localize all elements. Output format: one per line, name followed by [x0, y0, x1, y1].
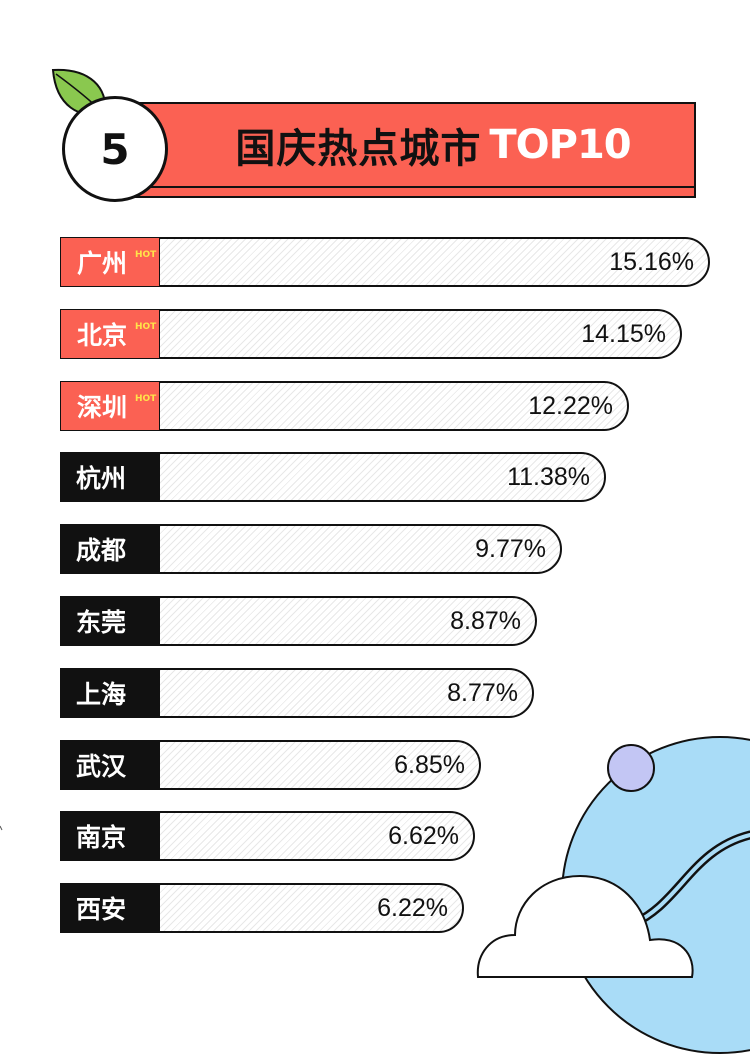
city-label: 南京	[60, 811, 160, 862]
city-percentage: 15.16%	[609, 248, 694, 276]
city-label: 武汉	[60, 739, 160, 790]
page-title: 国庆热点城市 TOP10	[232, 104, 634, 186]
city-percentage: 8.87%	[450, 607, 521, 635]
city-label: 杭州	[60, 452, 160, 503]
city-percentage: 14.15%	[581, 319, 666, 348]
city-percentage: 6.62%	[388, 822, 459, 851]
city-bar: 8.87%	[158, 596, 537, 646]
city-name: 西安	[76, 895, 127, 925]
city-percentage: 6.85%	[394, 750, 465, 779]
hot-badge: HOT	[135, 321, 157, 332]
city-name: 南京	[76, 823, 127, 853]
city-bar: 6.62%	[158, 811, 475, 862]
city-percentage: 11.38%	[507, 463, 590, 492]
city-label: 东莞	[60, 596, 160, 646]
city-bar: 15.16%	[158, 237, 710, 287]
city-bar: 9.77%	[158, 524, 562, 575]
city-name: 杭州	[76, 464, 127, 494]
tick-mark	[0, 825, 3, 831]
city-percentage: 9.77%	[475, 535, 546, 564]
city-percentage: 12.22%	[528, 391, 613, 420]
city-bar: 11.38%	[158, 452, 606, 503]
hot-badge: HOT	[135, 250, 157, 260]
city-name: 北京	[77, 320, 128, 350]
city-bar: 6.85%	[158, 739, 481, 790]
city-label: 广州 HOT	[60, 237, 160, 287]
city-label: 深圳 HOT	[60, 380, 160, 431]
section-number-badge: 5	[62, 96, 168, 202]
title-en: TOP10	[489, 122, 631, 168]
city-label: 上海	[60, 667, 160, 718]
cloud	[476, 874, 694, 978]
sky-wave-inner	[628, 833, 750, 927]
hot-badge: HOT	[135, 393, 157, 404]
city-label: 北京 HOT	[60, 308, 160, 359]
moon	[607, 744, 655, 792]
city-bar: 6.22%	[158, 883, 464, 934]
city-name: 广州	[77, 249, 128, 278]
city-label: 成都	[60, 524, 160, 575]
city-label: 西安	[60, 883, 160, 934]
city-name: 成都	[76, 536, 127, 566]
city-name: 武汉	[76, 751, 127, 781]
city-percentage: 8.77%	[447, 678, 518, 707]
title-banner: 国庆热点城市 TOP10	[120, 102, 696, 188]
city-name: 深圳	[77, 392, 128, 422]
city-bar: 8.77%	[158, 667, 534, 718]
city-bar: 14.15%	[158, 308, 682, 359]
city-bar: 12.22%	[158, 380, 629, 431]
city-percentage: 6.22%	[377, 894, 448, 923]
title-zh: 国庆热点城市	[235, 126, 482, 172]
city-name: 上海	[76, 679, 127, 709]
city-name: 东莞	[76, 608, 127, 637]
